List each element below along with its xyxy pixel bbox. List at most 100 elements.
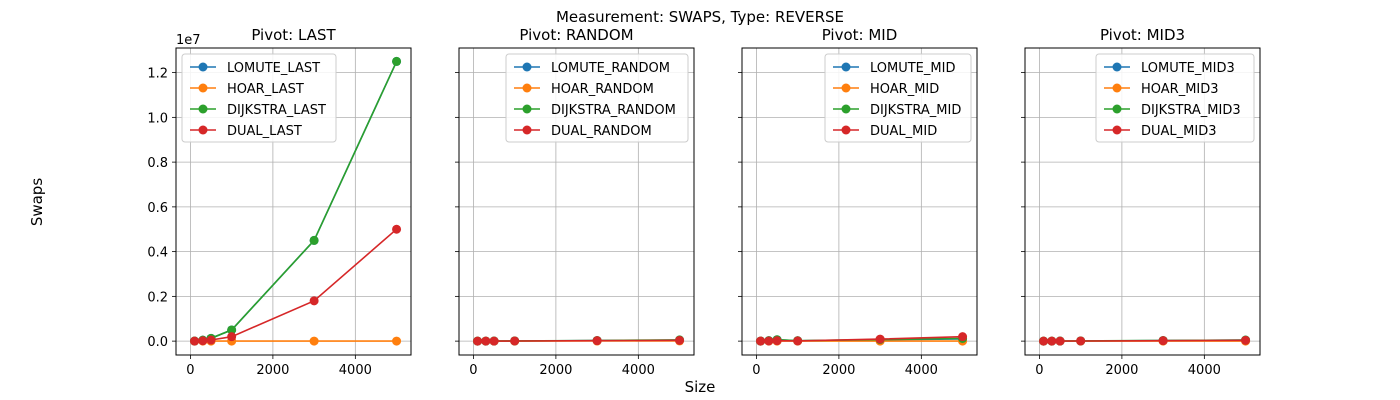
legend-label: HOAR_MID3 xyxy=(1141,82,1219,97)
legend-marker xyxy=(841,62,851,72)
data-point xyxy=(392,336,402,346)
legend-marker xyxy=(1112,62,1122,72)
legend-marker xyxy=(522,104,532,114)
plot-frame xyxy=(175,47,412,356)
legend-box xyxy=(1095,53,1255,143)
x-tick-label: 2000 xyxy=(256,363,289,378)
legend-label: HOAR_LAST xyxy=(227,82,304,97)
x-tick-label: 4000 xyxy=(1188,363,1221,378)
data-point xyxy=(793,336,803,346)
data-point xyxy=(206,335,216,345)
data-point xyxy=(489,336,499,346)
legend-label: DUAL_MID xyxy=(870,124,937,139)
x-tick-label: 4000 xyxy=(339,363,372,378)
plot-frame xyxy=(741,47,978,356)
legend-marker xyxy=(1112,125,1122,135)
series-line-dual_mid3 xyxy=(1043,339,1246,342)
data-point xyxy=(309,336,319,346)
y-tick-label: 0.2 xyxy=(147,290,168,305)
legend-label: DIJKSTRA_MID xyxy=(870,103,961,118)
plot-frame xyxy=(1024,47,1261,356)
legend-marker xyxy=(522,125,532,135)
legend-box xyxy=(181,53,337,143)
legend-label: LOMUTE_MID3 xyxy=(1141,61,1235,76)
x-tick-label: 4000 xyxy=(622,363,655,378)
data-point xyxy=(227,325,237,335)
data-point xyxy=(958,332,968,342)
legend-marker xyxy=(198,83,208,93)
legend-marker xyxy=(841,83,851,93)
data-point xyxy=(481,336,491,346)
y-axis-label: Swaps xyxy=(28,178,46,227)
y-tick-label: 0.0 xyxy=(147,335,168,350)
data-point xyxy=(1039,336,1049,346)
legend-label: DUAL_LAST xyxy=(227,124,302,139)
legend-label: DIJKSTRA_RANDOM xyxy=(551,103,676,118)
subplot-title: Pivot: MID3 xyxy=(1100,26,1185,44)
legend: LOMUTE_LAST HOAR_LAST DIJKSTRA_LAST DUAL_LA… xyxy=(181,53,337,143)
data-point xyxy=(1076,336,1086,346)
legend: LOMUTE_RANDOM HOAR_RANDOM DIJKSTRA_RANDOM D… xyxy=(505,53,689,143)
subplot-2: 0 2000 4000 Pivot: RANDOM LOMUTE_RANDOM HOAR_… xyxy=(455,26,695,378)
y-tick-label: 1.0 xyxy=(147,111,168,126)
subplot-4: 0 2000 4000 Pivot: MID3 LOMUTE_MID3 HOAR_MID3… xyxy=(1021,26,1261,378)
legend: LOMUTE_MID HOAR_MID DIJKSTRA_MID DUAL_MID xyxy=(824,53,972,143)
legend-marker xyxy=(198,62,208,72)
legend-label: LOMUTE_RANDOM xyxy=(551,61,670,76)
data-point xyxy=(1055,336,1065,346)
data-point xyxy=(764,336,774,346)
figure-title: Measurement: SWAPS, Type: REVERSE xyxy=(556,8,844,26)
data-point xyxy=(227,332,237,342)
legend-label: HOAR_RANDOM xyxy=(551,82,654,97)
data-point xyxy=(675,335,685,345)
legend-label: HOAR_MID xyxy=(870,82,939,97)
series-line-dual_random xyxy=(477,339,680,342)
x-tick-label: 2000 xyxy=(822,363,855,378)
y-tick-label: 1.2 xyxy=(147,67,168,82)
legend-label: DUAL_MID3 xyxy=(1141,124,1217,139)
y-tick-label: 0.4 xyxy=(147,246,168,261)
subplots: 0 2000 4000 0.0 0.2 0.4 0.6 0.8 1.0 1.2 Pivot: LAS… xyxy=(147,26,1261,378)
subplot-3: 0 2000 4000 Pivot: MID LOMUTE_MID HOAR_MID DIJ… xyxy=(738,26,978,378)
subplot-title: Pivot: MID xyxy=(822,26,898,44)
subplot-title: Pivot: RANDOM xyxy=(519,26,633,44)
x-tick-label: 0 xyxy=(752,363,760,378)
data-point xyxy=(592,336,602,346)
data-point xyxy=(1047,336,1057,346)
y-tick-label: 0.6 xyxy=(147,201,168,216)
legend-marker xyxy=(1112,104,1122,114)
subplot-1: 0 2000 4000 0.0 0.2 0.4 0.6 0.8 1.0 1.2 Pivot: LAS… xyxy=(147,26,412,378)
x-tick-label: 2000 xyxy=(1105,363,1138,378)
legend: LOMUTE_MID3 HOAR_MID3 DIJKSTRA_MID3 DUAL_MI… xyxy=(1095,53,1255,143)
x-tick-label: 0 xyxy=(469,363,477,378)
data-point xyxy=(309,235,319,245)
legend-marker xyxy=(198,125,208,135)
data-point xyxy=(190,336,200,346)
plot-frame xyxy=(458,47,695,356)
x-axis-label: Size xyxy=(685,378,716,396)
legend-box xyxy=(824,53,972,143)
legend-label: DUAL_RANDOM xyxy=(551,124,652,139)
subplot-title: Pivot: LAST xyxy=(251,26,336,44)
data-point xyxy=(392,224,402,234)
y-tick-label: 0.8 xyxy=(147,156,168,171)
legend-label: DIJKSTRA_LAST xyxy=(227,103,326,118)
legend-label: LOMUTE_LAST xyxy=(227,61,320,76)
x-tick-label: 4000 xyxy=(905,363,938,378)
data-point xyxy=(309,296,319,306)
data-point xyxy=(473,336,483,346)
legend-box xyxy=(505,53,689,143)
legend-marker xyxy=(522,62,532,72)
x-tick-label: 0 xyxy=(1035,363,1043,378)
legend-marker xyxy=(522,83,532,93)
data-point xyxy=(1158,336,1168,346)
y-scale-note: 1e7 xyxy=(176,33,201,48)
series-line-dual_last xyxy=(194,228,398,342)
data-point xyxy=(772,336,782,346)
data-point xyxy=(392,56,402,66)
data-point xyxy=(198,336,208,346)
data-point xyxy=(1241,335,1251,345)
x-tick-label: 2000 xyxy=(539,363,572,378)
legend-marker xyxy=(841,125,851,135)
data-point xyxy=(510,336,520,346)
